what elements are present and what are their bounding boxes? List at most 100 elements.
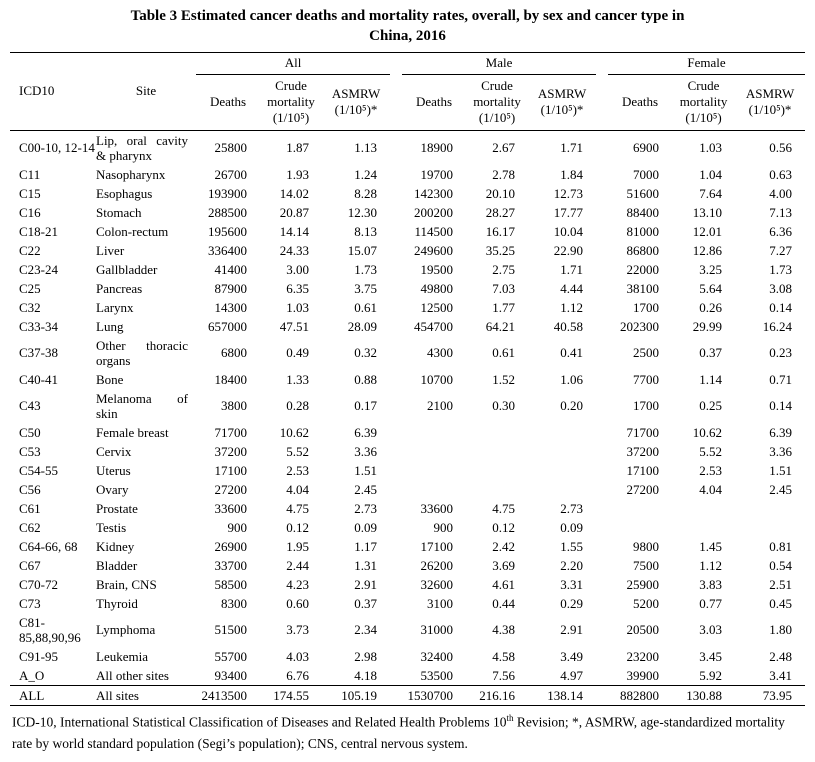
column-spacer [596, 423, 608, 442]
cell-female-asmrw: 4.00 [769, 185, 793, 201]
sub-header-male-deaths: Deaths [402, 74, 467, 131]
cell-male-asmrw: 40.58 [553, 318, 584, 334]
cell-icd10: A_O [19, 667, 45, 683]
cell-site: Larynx [96, 299, 134, 315]
cancer-mortality-table: ICD10 Site All Male Female Deaths Crude … [10, 51, 806, 706]
column-spacer [390, 666, 402, 686]
cell-site: Gallbladder [96, 261, 158, 277]
cell-all-asmrw: 1.24 [354, 166, 378, 182]
cell-female-crude-mortality: 130.88 [672, 684, 736, 706]
cell-male-asmrw: 2.20 [560, 557, 584, 573]
column-spacer [390, 130, 402, 165]
cell-all-crude-mortality: 2.44 [286, 557, 309, 573]
cell-all-deaths: 33700 [214, 557, 248, 573]
cell-icd10: C18-21 [19, 223, 58, 239]
cell-all-asmrw: 8.28 [354, 185, 378, 201]
cell-female-deaths: 1700 [633, 398, 660, 414]
sub-header-female-deaths: Deaths [608, 74, 673, 131]
cell-all-asmrw: 2.91 [354, 576, 378, 592]
cell-all-deaths: 33600 [214, 500, 248, 516]
cell-female-crude-mortality: 0.77 [699, 595, 723, 611]
cell-male-crude-mortality: 35.25 [485, 242, 516, 258]
cell-female-asmrw [735, 499, 805, 518]
cell-all-deaths: 195600 [208, 223, 247, 239]
cell-female-deaths: 37200 [626, 443, 660, 459]
table-row: C00-10, 12-14 Lip, oral cavity & pharynx… [10, 130, 805, 165]
cell-male-asmrw: 138.14 [528, 684, 597, 706]
cell-all-deaths: 41400 [214, 261, 248, 277]
cell-all-deaths: 37200 [214, 443, 248, 459]
cell-site: Melanoma of skin [96, 390, 188, 421]
column-spacer [390, 647, 402, 666]
cell-female-deaths: 1700 [633, 299, 660, 315]
cell-icd10: C32 [19, 299, 41, 315]
cell-male-asmrw: 0.09 [560, 519, 584, 535]
column-spacer [390, 241, 402, 260]
column-spacer [596, 298, 608, 317]
cell-all-crude-mortality: 6.35 [286, 280, 309, 296]
column-header-icd10: ICD10 [10, 51, 96, 131]
cell-male-deaths: 32400 [420, 648, 454, 664]
cell-site: Prostate [96, 500, 138, 516]
cell-all-asmrw: 8.13 [354, 223, 378, 239]
column-spacer [596, 461, 608, 480]
cell-icd10: C22 [19, 242, 41, 258]
cell-site: Uterus [96, 462, 131, 478]
cell-all-deaths: 14300 [214, 299, 248, 315]
cell-female-deaths: 86800 [626, 242, 660, 258]
group-header-female: Female [608, 51, 806, 75]
cell-male-deaths: 10700 [420, 371, 454, 387]
column-spacer [596, 518, 608, 537]
cell-all-crude-mortality: 0.12 [286, 519, 309, 535]
cell-female-asmrw: 1.51 [769, 462, 793, 478]
cell-all-deaths: 900 [227, 519, 248, 535]
cell-female-crude-mortality: 3.83 [699, 576, 723, 592]
table-row: C37-38 Other thoracic organs 6800 0.49 0… [10, 336, 805, 370]
cell-female-crude-mortality: 3.25 [699, 261, 723, 277]
cell-male-asmrw: 10.04 [553, 223, 584, 239]
cell-male-asmrw: 0.41 [560, 345, 584, 361]
cell-all-asmrw: 0.37 [354, 595, 378, 611]
cell-icd10: C62 [19, 519, 41, 535]
cell-male-crude-mortality [466, 480, 528, 499]
cell-female-asmrw: 1.80 [769, 622, 793, 638]
cell-female-crude-mortality: 5.64 [699, 280, 723, 296]
cell-female-deaths: 202300 [620, 318, 660, 334]
cell-female-crude-mortality: 5.52 [699, 443, 723, 459]
table-row: C81-85,88,90,96 Lymphoma 51500 3.73 2.34… [10, 613, 805, 647]
cell-male-crude-mortality: 64.21 [485, 318, 516, 334]
column-spacer [390, 480, 402, 499]
cell-female-asmrw: 0.71 [769, 371, 793, 387]
cell-female-asmrw: 0.63 [769, 166, 793, 182]
cell-all-asmrw: 1.31 [354, 557, 378, 573]
cell-female-asmrw: 0.54 [769, 557, 793, 573]
cell-icd10: C70-72 [19, 576, 58, 592]
cell-icd10: C33-34 [19, 318, 58, 334]
cell-female-crude-mortality: 29.99 [692, 318, 723, 334]
cell-male-crude-mortality: 1.77 [492, 299, 516, 315]
column-spacer [596, 260, 608, 279]
cell-all-crude-mortality: 1.87 [286, 140, 309, 156]
cell-all-deaths: 71700 [214, 424, 248, 440]
cell-male-crude-mortality: 7.03 [492, 280, 516, 296]
cell-male-deaths: 142300 [414, 185, 454, 201]
column-spacer [596, 499, 608, 518]
column-spacer [596, 370, 608, 389]
cell-all-crude-mortality: 20.87 [279, 204, 309, 220]
cell-icd10: C91-95 [19, 648, 58, 664]
column-spacer [390, 222, 402, 241]
sub-header-female-asmrw: ASMRW (1/10⁵)* [735, 74, 806, 131]
cell-male-asmrw: 0.20 [560, 398, 584, 414]
column-spacer [596, 317, 608, 336]
column-spacer [596, 389, 608, 423]
table-title-line1: Table 3 Estimated cancer deaths and mort… [130, 8, 685, 24]
table-row: C50 Female breast 71700 10.62 6.39 71700… [10, 423, 805, 442]
cell-all-deaths: 25800 [214, 140, 248, 156]
cell-male-crude-mortality: 216.16 [466, 684, 529, 706]
cell-site: Other thoracic organs [96, 337, 188, 368]
table-row: C43 Melanoma of skin 3800 0.28 0.17 2100… [10, 389, 805, 423]
table-row: C22 Liver 336400 24.33 15.07 249600 35.2… [10, 241, 805, 260]
cell-female-crude-mortality: 1.45 [699, 538, 723, 554]
cell-icd10: C81-85,88,90,96 [19, 614, 81, 645]
cell-female-asmrw: 1.73 [769, 261, 793, 277]
